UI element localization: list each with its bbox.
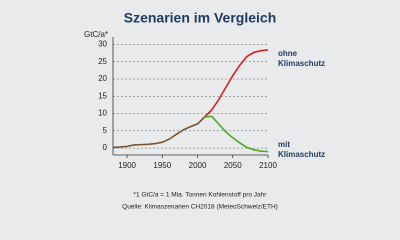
y-tick-label: 30 — [98, 40, 107, 49]
y-tick-label: 20 — [98, 74, 107, 83]
series-label: ohne Klimaschutz — [278, 48, 326, 68]
footnote: *1 GtC/a = 1 Mia. Tonnen Kohlenstoff pro… — [134, 192, 268, 199]
x-tick-label: 2000 — [189, 161, 207, 170]
y-tick-label: 25 — [98, 57, 107, 66]
y-tick-label: 5 — [103, 126, 108, 135]
source: Quelle: Klimaszenarien CH2018 (MeteoSchw… — [122, 204, 278, 211]
y-axis-label: GtC/a* — [84, 30, 108, 39]
x-tick-label: 2050 — [224, 161, 242, 170]
x-tick-label: 1950 — [153, 161, 171, 170]
series-line — [204, 49, 269, 118]
x-tick-label: 1900 — [118, 161, 136, 170]
chart-title: Szenarien im Vergleich — [124, 10, 277, 26]
chart: Szenarien im Vergleich GtC/a* *1 GtC/a =… — [84, 10, 278, 211]
series-line — [112, 116, 206, 149]
series-label: mit Klimaschutz — [278, 139, 326, 159]
page: {"chart_data": {"type": "line", "title":… — [84, 9, 326, 211]
series-line — [204, 115, 269, 153]
y-tick-label: 10 — [98, 109, 107, 118]
x-tick-label: 2100 — [259, 161, 277, 170]
y-tick-label: 0 — [103, 143, 108, 152]
y-tick-label: 15 — [98, 91, 107, 100]
